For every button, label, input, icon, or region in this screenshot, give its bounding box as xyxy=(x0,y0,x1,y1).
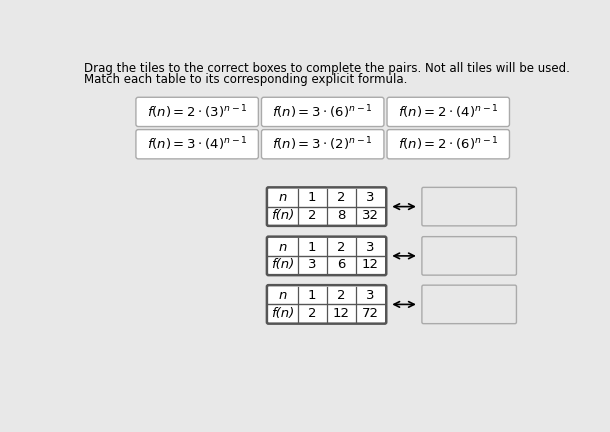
FancyBboxPatch shape xyxy=(136,130,259,159)
Text: 2: 2 xyxy=(337,289,345,302)
Text: 2: 2 xyxy=(337,241,345,254)
Text: 3: 3 xyxy=(366,191,375,204)
Text: 1: 1 xyxy=(308,191,317,204)
Text: $f(n) = 2 \cdot (4)^{n-1}$: $f(n) = 2 \cdot (4)^{n-1}$ xyxy=(398,103,498,121)
Text: 8: 8 xyxy=(337,209,345,222)
Text: f(n): f(n) xyxy=(271,258,295,271)
Text: 2: 2 xyxy=(337,191,345,204)
FancyBboxPatch shape xyxy=(422,237,517,275)
Text: 72: 72 xyxy=(362,307,379,320)
Text: n: n xyxy=(279,289,287,302)
Text: 12: 12 xyxy=(332,307,350,320)
FancyBboxPatch shape xyxy=(387,130,509,159)
Text: 3: 3 xyxy=(366,241,375,254)
Text: 12: 12 xyxy=(362,258,379,271)
FancyBboxPatch shape xyxy=(136,97,259,127)
Text: $f(n) = 3 \cdot (2)^{n-1}$: $f(n) = 3 \cdot (2)^{n-1}$ xyxy=(273,136,373,153)
Text: n: n xyxy=(279,191,287,204)
Text: Match each table to its corresponding explicit formula.: Match each table to its corresponding ex… xyxy=(84,73,407,86)
Text: 2: 2 xyxy=(308,209,317,222)
FancyBboxPatch shape xyxy=(262,97,384,127)
Text: 1: 1 xyxy=(308,289,317,302)
FancyBboxPatch shape xyxy=(267,187,386,226)
Text: 32: 32 xyxy=(362,209,379,222)
Text: $f(n) = 3 \cdot (4)^{n-1}$: $f(n) = 3 \cdot (4)^{n-1}$ xyxy=(147,136,248,153)
Text: 6: 6 xyxy=(337,258,345,271)
FancyBboxPatch shape xyxy=(387,97,509,127)
FancyBboxPatch shape xyxy=(267,285,386,324)
FancyBboxPatch shape xyxy=(422,285,517,324)
Text: 3: 3 xyxy=(308,258,317,271)
FancyBboxPatch shape xyxy=(422,187,517,226)
Text: $f(n) = 2 \cdot (6)^{n-1}$: $f(n) = 2 \cdot (6)^{n-1}$ xyxy=(398,136,498,153)
Text: $f(n) = 3 \cdot (6)^{n-1}$: $f(n) = 3 \cdot (6)^{n-1}$ xyxy=(273,103,373,121)
FancyBboxPatch shape xyxy=(267,237,386,275)
Text: f(n): f(n) xyxy=(271,209,295,222)
Text: $f(n) = 2 \cdot (3)^{n-1}$: $f(n) = 2 \cdot (3)^{n-1}$ xyxy=(147,103,248,121)
Text: Drag the tiles to the correct boxes to complete the pairs. Not all tiles will be: Drag the tiles to the correct boxes to c… xyxy=(84,62,570,75)
Text: 2: 2 xyxy=(308,307,317,320)
Text: f(n): f(n) xyxy=(271,307,295,320)
Text: 3: 3 xyxy=(366,289,375,302)
Text: 1: 1 xyxy=(308,241,317,254)
Text: n: n xyxy=(279,241,287,254)
FancyBboxPatch shape xyxy=(262,130,384,159)
